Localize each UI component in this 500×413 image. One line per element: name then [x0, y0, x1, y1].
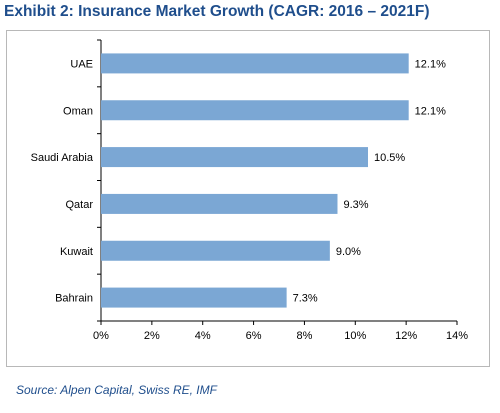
bar	[101, 147, 368, 168]
x-tick-label: 14%	[446, 330, 468, 342]
category-label: UAE	[70, 58, 93, 70]
x-tick-label: 2%	[144, 330, 160, 342]
bar	[101, 240, 330, 261]
category-label: Kuwait	[60, 246, 93, 258]
data-label: 10.5%	[374, 152, 405, 164]
x-tick-label: 0%	[93, 330, 109, 342]
category-label: Oman	[63, 105, 93, 117]
bar	[101, 53, 409, 74]
data-label: 7.3%	[293, 293, 318, 305]
category-label: Qatar	[65, 199, 93, 211]
x-tick-label: 6%	[246, 330, 262, 342]
chart-frame: 0% 2% 4% 6% 8% 10% 12% 14% UAE 12.1% Oman 12.1% Saud…	[6, 30, 490, 367]
data-label: 9.0%	[336, 246, 361, 258]
x-tick-label: 10%	[344, 330, 366, 342]
bar	[101, 287, 287, 308]
bar-chart: 0% 2% 4% 6% 8% 10% 12% 14% UAE 12.1% Oman 12.1% Saud…	[31, 39, 468, 342]
category-label: Saudi Arabia	[31, 152, 94, 164]
bar	[101, 100, 409, 121]
data-label: 12.1%	[415, 58, 446, 70]
chart-title: Exhibit 2: Insurance Market Growth (CAGR…	[4, 3, 430, 20]
x-tick-label: 8%	[296, 330, 312, 342]
x-tick-label: 12%	[395, 330, 417, 342]
data-label: 12.1%	[415, 105, 446, 117]
x-tick-label: 4%	[195, 330, 211, 342]
category-label: Bahrain	[55, 293, 93, 305]
bar	[101, 193, 338, 214]
data-label: 9.3%	[343, 199, 368, 211]
source-note: Source: Alpen Capital, Swiss RE, IMF	[16, 383, 217, 397]
